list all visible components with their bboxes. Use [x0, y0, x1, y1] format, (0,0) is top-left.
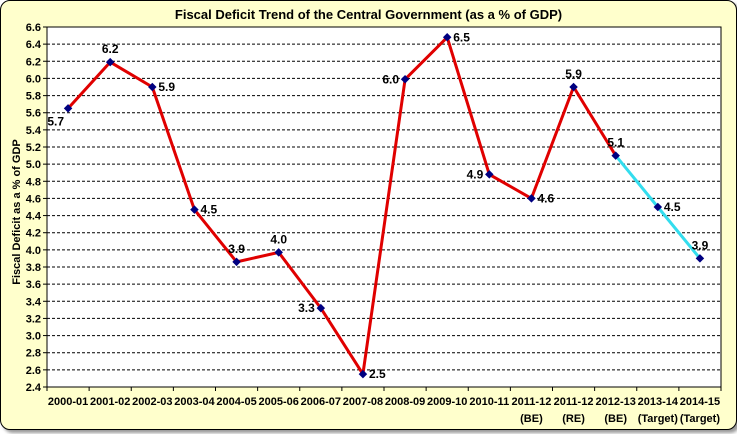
- axes: 2.4 2.6 2.8 3.0 3.2 3.4 3.6 3.8 4.0 4.2 4.4 4.6 4.8 5…: [26, 22, 722, 425]
- x-tick-label: 2013-14: [638, 396, 679, 408]
- data-label: 4.5: [200, 203, 217, 217]
- data-point: [274, 248, 283, 257]
- plot-area: [47, 27, 721, 387]
- x-tick-label: 2008-09: [385, 396, 425, 408]
- x-tick-label: (BE): [604, 413, 627, 425]
- y-tick-label: 5.2: [26, 142, 41, 154]
- data-label: 3.9: [228, 242, 245, 256]
- series-segment: [66, 35, 617, 376]
- y-tick-label: 4.0: [26, 245, 41, 257]
- data-label: 3.9: [692, 238, 709, 252]
- data-label: 2.5: [369, 367, 386, 381]
- data-label: 4.6: [537, 191, 554, 205]
- y-tick-label: 5.6: [26, 108, 41, 120]
- y-tick-label: 4.2: [26, 228, 41, 240]
- gridlines: [47, 27, 721, 387]
- data-point: [442, 33, 452, 42]
- x-tick-label: 2003-04: [174, 396, 215, 408]
- y-tick-label: 3.0: [26, 331, 41, 343]
- y-tick-label: 6.0: [26, 73, 41, 85]
- y-tick-label: 3.8: [26, 262, 41, 274]
- data-point: [148, 82, 157, 92]
- x-tick-label: 2011-12: [554, 396, 594, 408]
- y-tick-label: 5.0: [26, 159, 41, 171]
- x-tick-label: 2000-01: [48, 396, 88, 408]
- x-tick-label: (Target): [680, 413, 720, 425]
- data-point: [485, 170, 494, 179]
- y-tick-label: 4.6: [26, 193, 41, 205]
- x-tick-label: 2011-12: [512, 396, 552, 408]
- x-tick-label: 2004-05: [216, 396, 256, 408]
- y-tick-label: 3.6: [26, 279, 41, 291]
- x-tick-label: 2009-10: [427, 396, 467, 408]
- x-tick-label: (RE): [562, 413, 585, 425]
- x-tick-label: 2002-03: [132, 396, 172, 408]
- data-label: 3.3: [298, 301, 315, 315]
- x-tick-label: (Target): [638, 413, 678, 425]
- data-point: [190, 205, 199, 214]
- y-tick-label: 5.4: [26, 125, 42, 137]
- data-point: [358, 369, 368, 379]
- data-label: 5.9: [565, 67, 582, 81]
- x-tick-label: 2006-07: [301, 396, 341, 408]
- y-tick-label: 5.8: [26, 91, 41, 103]
- x-tick-label: 2010-11: [469, 396, 509, 408]
- y-tick-label: 2.6: [26, 365, 41, 377]
- data-point: [400, 75, 410, 84]
- y-tick-label: 3.2: [26, 313, 41, 325]
- x-tick-label: 2001-02: [90, 396, 130, 408]
- y-tick-label: 4.8: [26, 176, 41, 188]
- x-tick-label: 2014-15: [680, 396, 720, 408]
- data-label: 6.5: [453, 30, 470, 44]
- y-tick-label: 3.4: [26, 296, 42, 308]
- y-tick-label: 6.2: [26, 56, 41, 68]
- data-label: 5.1: [607, 136, 624, 150]
- x-tick-label: (BE): [520, 413, 543, 425]
- data-label: 6.0: [382, 72, 399, 86]
- y-axis-label: Fiscal Deficit as a % of GDP: [11, 139, 23, 285]
- y-tick-label: 2.4: [26, 382, 42, 394]
- data-label: 5.9: [158, 80, 175, 94]
- data-label: 4.9: [467, 167, 484, 181]
- chart-title: Fiscal Deficit Trend of the Central Gove…: [174, 7, 563, 22]
- data-labels: 5.7 6.2 5.9 4.5 3.9 4.0 3.3 2.5 6.0 6.5 4.9 4.6 5.9 5…: [47, 30, 708, 381]
- x-tick-label: 2007-08: [343, 396, 383, 408]
- data-label: 4.0: [270, 232, 287, 246]
- y-tick-label: 2.8: [26, 348, 41, 360]
- y-tick-label: 4.4: [26, 211, 42, 223]
- x-tick-label: 2012-13: [596, 396, 636, 408]
- data-label: 4.5: [664, 200, 681, 214]
- data-point: [316, 303, 326, 313]
- y-tick-label: 6.6: [26, 22, 41, 34]
- data-point: [63, 104, 73, 113]
- x-tick-label: 2005-06: [259, 396, 299, 408]
- data-label: 5.7: [47, 114, 64, 128]
- data-label: 6.2: [102, 42, 119, 56]
- data-point: [232, 257, 241, 267]
- y-tick-label: 6.4: [26, 39, 42, 51]
